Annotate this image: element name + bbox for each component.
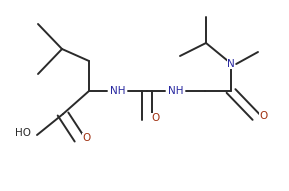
Text: NH: NH	[110, 86, 126, 96]
Text: O: O	[259, 111, 268, 121]
Text: HO: HO	[15, 129, 31, 138]
Text: O: O	[151, 113, 159, 123]
Text: O: O	[82, 134, 90, 143]
Text: N: N	[227, 59, 235, 69]
Text: NH: NH	[168, 86, 184, 96]
